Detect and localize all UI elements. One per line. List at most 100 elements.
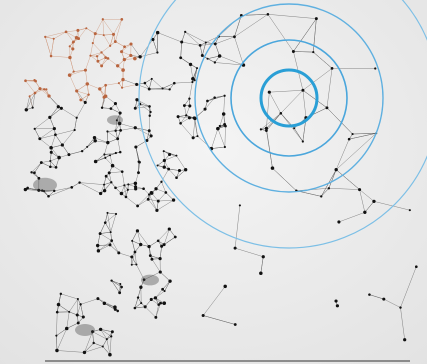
edge bbox=[207, 55, 220, 59]
edge bbox=[69, 57, 74, 72]
edge bbox=[178, 116, 190, 119]
node bbox=[131, 239, 134, 242]
node bbox=[168, 279, 172, 283]
node bbox=[115, 64, 120, 68]
edge bbox=[29, 96, 33, 108]
edge bbox=[313, 18, 317, 53]
node bbox=[139, 285, 143, 289]
node bbox=[49, 145, 53, 150]
node bbox=[87, 93, 90, 96]
node bbox=[334, 299, 338, 303]
node bbox=[162, 301, 167, 305]
edge bbox=[105, 96, 116, 104]
node bbox=[75, 116, 78, 119]
edge bbox=[101, 57, 106, 66]
node bbox=[114, 186, 117, 190]
edge bbox=[328, 169, 337, 189]
node bbox=[129, 53, 133, 58]
node bbox=[113, 102, 117, 106]
node bbox=[149, 110, 152, 114]
edge bbox=[48, 187, 72, 197]
node bbox=[33, 127, 36, 130]
edge bbox=[313, 51, 333, 69]
edge bbox=[95, 19, 104, 34]
node bbox=[79, 98, 83, 102]
edge bbox=[162, 280, 171, 290]
node bbox=[138, 55, 142, 59]
node bbox=[118, 111, 122, 115]
node bbox=[134, 145, 138, 149]
edge bbox=[49, 106, 59, 118]
ring bbox=[230, 39, 348, 157]
edge bbox=[135, 106, 150, 109]
node bbox=[136, 296, 140, 299]
node bbox=[101, 18, 104, 21]
node bbox=[158, 270, 162, 274]
node bbox=[129, 42, 133, 46]
node bbox=[191, 81, 194, 84]
edge bbox=[109, 171, 123, 174]
edge bbox=[359, 189, 366, 213]
edge bbox=[148, 240, 159, 247]
node bbox=[162, 150, 165, 153]
edge bbox=[302, 90, 328, 108]
node bbox=[23, 187, 28, 192]
edge bbox=[51, 144, 63, 148]
node bbox=[30, 171, 33, 174]
node bbox=[120, 86, 124, 89]
edge bbox=[364, 201, 375, 213]
edge bbox=[185, 31, 206, 43]
node bbox=[52, 37, 55, 40]
node bbox=[93, 32, 97, 36]
edge bbox=[162, 82, 175, 89]
edge bbox=[176, 169, 186, 178]
node bbox=[179, 121, 182, 125]
node bbox=[68, 45, 71, 48]
edge bbox=[181, 41, 201, 46]
edge bbox=[107, 131, 118, 139]
node bbox=[327, 187, 331, 190]
node bbox=[179, 56, 183, 60]
node bbox=[184, 30, 187, 34]
node bbox=[110, 330, 114, 334]
edge bbox=[39, 128, 55, 139]
node bbox=[74, 35, 79, 40]
node bbox=[153, 296, 158, 300]
node bbox=[127, 183, 130, 186]
node bbox=[150, 257, 154, 261]
edge bbox=[111, 280, 121, 285]
node bbox=[195, 67, 199, 70]
node bbox=[64, 326, 69, 331]
edge bbox=[160, 271, 171, 282]
edge bbox=[98, 244, 111, 252]
edge bbox=[103, 34, 111, 46]
edge bbox=[62, 129, 75, 146]
edge bbox=[234, 15, 242, 37]
edge bbox=[62, 144, 70, 155]
edge bbox=[85, 55, 91, 71]
edge bbox=[101, 58, 109, 67]
edge bbox=[56, 328, 67, 351]
edge bbox=[80, 304, 84, 318]
node bbox=[120, 170, 124, 174]
edge bbox=[169, 228, 176, 238]
edge bbox=[164, 160, 169, 170]
node bbox=[103, 221, 107, 224]
node bbox=[76, 297, 79, 301]
edge bbox=[66, 311, 70, 329]
node bbox=[135, 98, 139, 102]
edge bbox=[155, 290, 165, 299]
edge bbox=[328, 188, 360, 190]
node bbox=[106, 57, 110, 60]
node bbox=[173, 235, 177, 239]
edge bbox=[76, 102, 86, 118]
node bbox=[185, 114, 188, 117]
node bbox=[100, 64, 104, 68]
node bbox=[135, 229, 140, 233]
node bbox=[104, 156, 107, 159]
edge bbox=[25, 80, 36, 94]
edge bbox=[115, 120, 118, 131]
node bbox=[156, 164, 159, 167]
node bbox=[204, 41, 207, 44]
